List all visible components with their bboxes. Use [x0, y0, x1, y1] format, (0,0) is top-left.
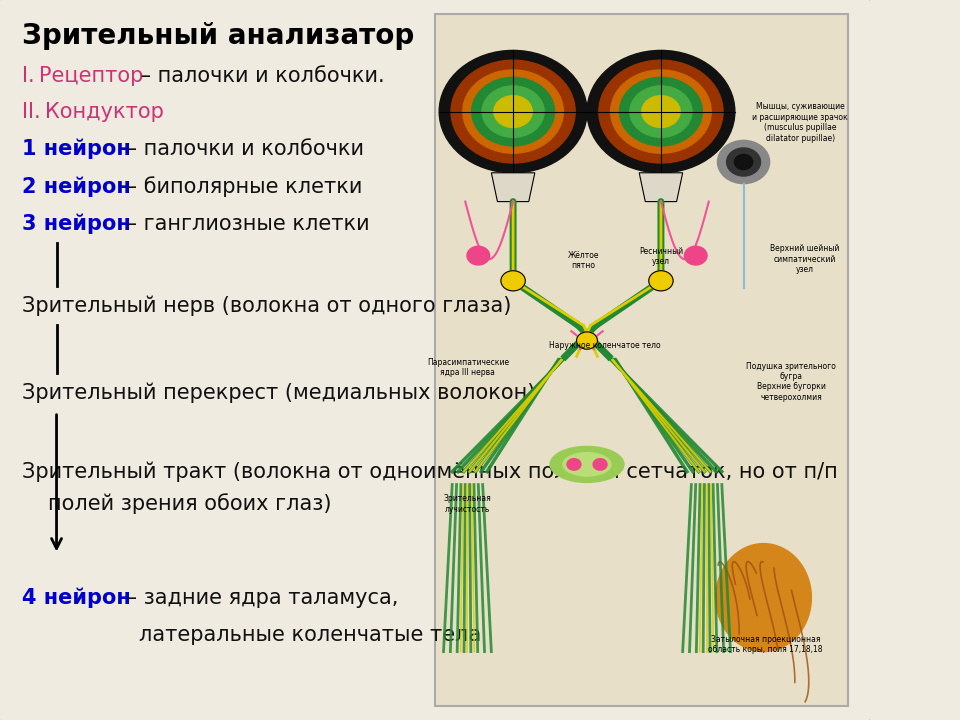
Circle shape [641, 96, 680, 127]
FancyBboxPatch shape [0, 0, 874, 720]
Text: полей зрения обоих глаз): полей зрения обоих глаз) [48, 494, 331, 514]
Text: – палочки и колбочки.: – палочки и колбочки. [133, 66, 384, 86]
Circle shape [649, 271, 673, 291]
Text: Рецептор: Рецептор [39, 66, 144, 86]
Text: Зрительная
лучистость: Зрительная лучистость [444, 495, 492, 513]
Text: Подушка зрительного
бугра
Верхние бугорки
четверохолмия: Подушка зрительного бугра Верхние бугорк… [747, 361, 836, 402]
Circle shape [630, 86, 692, 138]
Circle shape [567, 459, 581, 470]
Text: Затылочная проекционная
область коры, поля 17,18,18: Затылочная проекционная область коры, по… [708, 635, 823, 654]
Text: 2 нейрон: 2 нейрон [22, 176, 131, 197]
Circle shape [451, 60, 575, 163]
Text: Мышцы, суживающие
и расширяющие зрачок
(musculus pupillae
dilatator pupillae): Мышцы, суживающие и расширяющие зрачок (… [753, 102, 848, 143]
Text: I.: I. [22, 66, 41, 86]
Ellipse shape [716, 544, 811, 652]
Circle shape [684, 246, 707, 265]
Circle shape [482, 86, 544, 138]
Circle shape [587, 50, 734, 173]
Text: – биполярные клетки: – биполярные клетки [120, 176, 363, 197]
Text: Зрительный нерв (волокна от одного глаза): Зрительный нерв (волокна от одного глаза… [22, 296, 511, 316]
Text: Зрительный перекрест (медиальных волокон): Зрительный перекрест (медиальных волокон… [22, 382, 535, 402]
Text: Зрительный анализатор: Зрительный анализатор [22, 22, 414, 50]
Circle shape [599, 60, 723, 163]
Circle shape [439, 50, 587, 173]
Polygon shape [492, 173, 535, 202]
Circle shape [619, 77, 703, 146]
Ellipse shape [550, 446, 624, 482]
Text: 4 нейрон: 4 нейрон [22, 588, 131, 608]
Text: Верхний шейный
симпатический
узел: Верхний шейный симпатический узел [770, 244, 839, 274]
Text: – палочки и колбочки: – палочки и колбочки [120, 139, 364, 159]
Text: Жёлтое
пятно: Жёлтое пятно [567, 251, 599, 270]
Circle shape [501, 271, 525, 291]
Text: Кондуктор: Кондуктор [44, 102, 163, 122]
FancyBboxPatch shape [435, 14, 848, 706]
Text: II.: II. [22, 102, 47, 122]
Ellipse shape [563, 453, 611, 476]
Circle shape [734, 155, 753, 170]
Text: Зрительный тракт (волокна от одноимённых половин сетчаток, но от п/п: Зрительный тракт (волокна от одноимённых… [22, 462, 837, 482]
Circle shape [471, 77, 555, 146]
Circle shape [611, 70, 711, 153]
Text: латеральные коленчатые тела: латеральные коленчатые тела [139, 625, 481, 645]
Text: Наружное коленчатое тело: Наружное коленчатое тело [548, 341, 660, 350]
Circle shape [593, 459, 607, 470]
Circle shape [493, 96, 532, 127]
Circle shape [577, 332, 597, 349]
Text: 3 нейрон: 3 нейрон [22, 214, 131, 234]
Text: Ресничный
узел: Ресничный узел [638, 247, 683, 266]
Circle shape [467, 246, 490, 265]
Text: – задние ядра таламуса,: – задние ядра таламуса, [120, 588, 398, 608]
Polygon shape [639, 173, 683, 202]
Circle shape [717, 140, 770, 184]
Text: 1 нейрон: 1 нейрон [22, 139, 131, 159]
Text: Парасимпатические
ядра III нерва: Парасимпатические ядра III нерва [427, 358, 509, 377]
Circle shape [463, 70, 564, 153]
Circle shape [727, 148, 760, 176]
Text: – ганглиозные клетки: – ганглиозные клетки [120, 214, 370, 234]
